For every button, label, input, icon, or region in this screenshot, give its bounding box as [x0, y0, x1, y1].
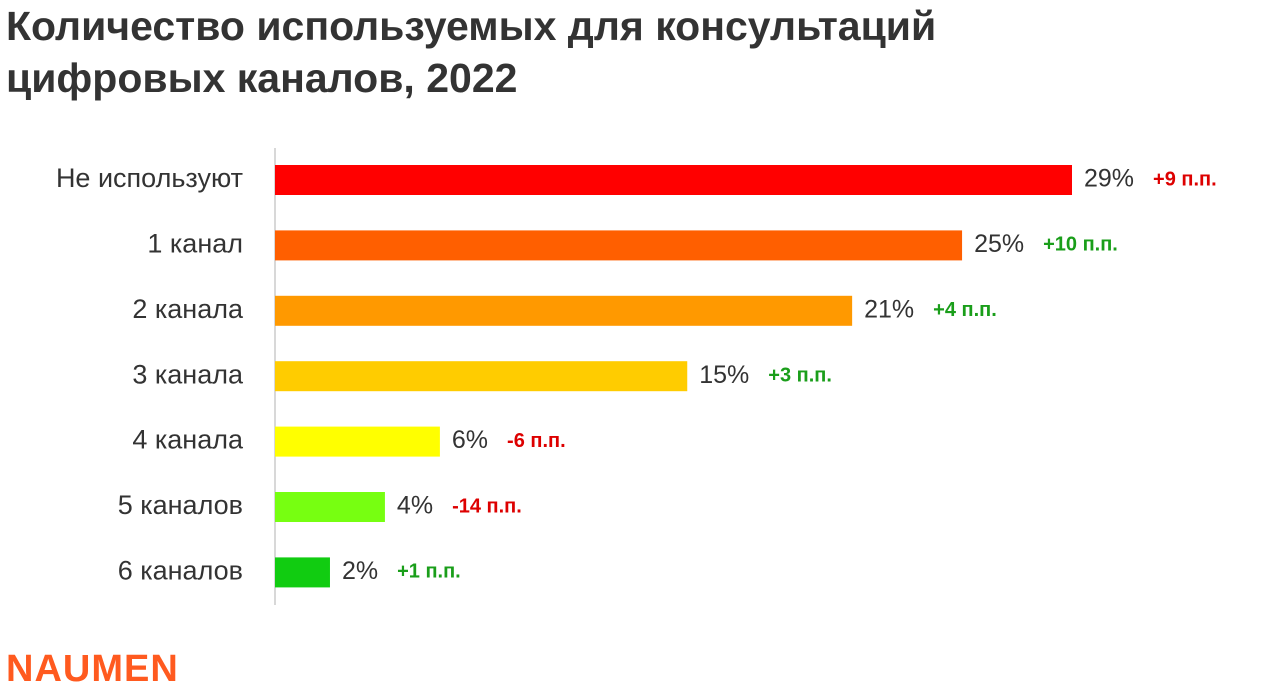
- category-label: 3 канала: [132, 359, 244, 389]
- category-label: 6 каналов: [118, 556, 243, 586]
- change-label: -14 п.п.: [452, 495, 522, 517]
- change-label: -6 п.п.: [507, 430, 566, 452]
- category-label: Не используют: [56, 163, 243, 193]
- value-label: 2%: [342, 557, 378, 585]
- bar: [275, 426, 440, 457]
- value-label: 6%: [452, 426, 488, 454]
- category-label: 1 канал: [147, 229, 243, 259]
- bar: [275, 361, 688, 392]
- change-label: +9 п.п.: [1153, 168, 1217, 190]
- bar: [275, 557, 330, 588]
- change-label: +3 п.п.: [768, 364, 832, 386]
- category-label: 5 каналов: [118, 490, 243, 520]
- change-label: +1 п.п.: [397, 561, 461, 583]
- value-label: 29%: [1084, 165, 1134, 193]
- bar: [275, 230, 963, 261]
- value-label: 4%: [397, 492, 433, 520]
- change-label: +4 п.п.: [933, 299, 997, 321]
- category-label: 4 канала: [132, 425, 244, 455]
- value-label: 15%: [699, 361, 749, 389]
- value-label: 25%: [974, 230, 1024, 258]
- bar: [275, 165, 1072, 195]
- change-label: +10 п.п.: [1043, 234, 1118, 256]
- value-label: 21%: [864, 295, 914, 323]
- chart-title: Количество используемых для консультаций…: [6, 3, 937, 101]
- category-label: 2 канала: [132, 294, 244, 324]
- bar: [275, 295, 853, 326]
- bar: [275, 492, 385, 522]
- logo: NAUMEN: [6, 648, 179, 690]
